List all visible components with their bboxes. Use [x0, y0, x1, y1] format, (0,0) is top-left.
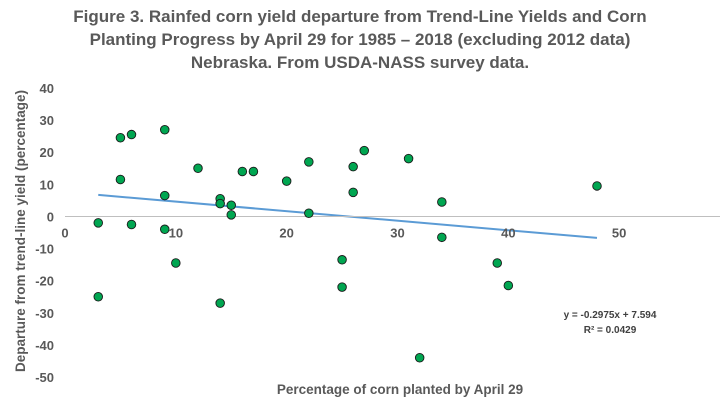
- x-tick-label: 50: [612, 225, 626, 240]
- chart-title-line-3: Nebraska. From USDA-NASS survey data.: [190, 53, 530, 72]
- data-point: [159, 190, 170, 201]
- y-tick-label: -20: [35, 274, 54, 289]
- data-point: [337, 282, 347, 292]
- data-point: [159, 124, 170, 135]
- x-axis-label: Percentage of corn planted by April 29: [277, 382, 523, 397]
- data-point: [215, 298, 225, 308]
- y-tick-label: -10: [35, 242, 54, 257]
- x-tick-label: 20: [279, 225, 293, 240]
- y-tick-label: 20: [40, 145, 54, 160]
- data-point: [348, 187, 358, 198]
- data-point: [248, 166, 259, 177]
- y-tick-label: 30: [40, 113, 54, 128]
- data-point: [359, 145, 370, 156]
- y-axis-label: Departure from trend-line yield (percent…: [13, 90, 28, 372]
- r-squared-label: R² = 0.0429: [584, 325, 637, 336]
- data-point: [159, 224, 170, 235]
- data-point: [93, 218, 103, 228]
- data-point: [126, 219, 137, 230]
- data-point: [115, 174, 126, 185]
- trendline-equation: y = -0.2975x + 7.594: [564, 310, 657, 321]
- data-point: [193, 163, 203, 174]
- data-point: [281, 176, 292, 186]
- y-tick-label: -40: [35, 338, 54, 353]
- data-point: [348, 161, 358, 172]
- x-tick-label: 0: [61, 225, 68, 240]
- data-point: [93, 291, 103, 302]
- y-tick-label: 0: [47, 209, 54, 224]
- data-point: [403, 153, 414, 164]
- data-point: [337, 255, 347, 265]
- data-point: [126, 129, 137, 140]
- data-point: [226, 210, 236, 220]
- y-tick-label: 10: [40, 177, 54, 192]
- data-point: [503, 280, 514, 291]
- data-point: [304, 208, 314, 218]
- y-tick-label: -30: [35, 306, 54, 321]
- data-point: [437, 232, 447, 243]
- data-point: [115, 133, 126, 143]
- chart-title-line-1: Figure 3. Rainfed corn yield departure f…: [73, 7, 647, 26]
- data-point: [215, 198, 225, 209]
- x-tick-label: 30: [390, 225, 404, 240]
- y-tick-label: -50: [35, 370, 54, 385]
- data-point: [226, 200, 236, 210]
- data-point: [492, 258, 503, 268]
- data-point: [171, 258, 181, 268]
- x-tick-label: 40: [501, 225, 515, 240]
- data-point: [437, 197, 447, 207]
- chart-title-line-2: Planting Progress by April 29 for 1985 –…: [89, 30, 631, 49]
- data-point: [237, 166, 248, 177]
- data-point: [304, 157, 314, 167]
- data-point: [592, 181, 602, 191]
- y-tick-label: 40: [40, 81, 54, 96]
- x-tick-label: 10: [169, 225, 183, 240]
- data-point: [414, 352, 425, 363]
